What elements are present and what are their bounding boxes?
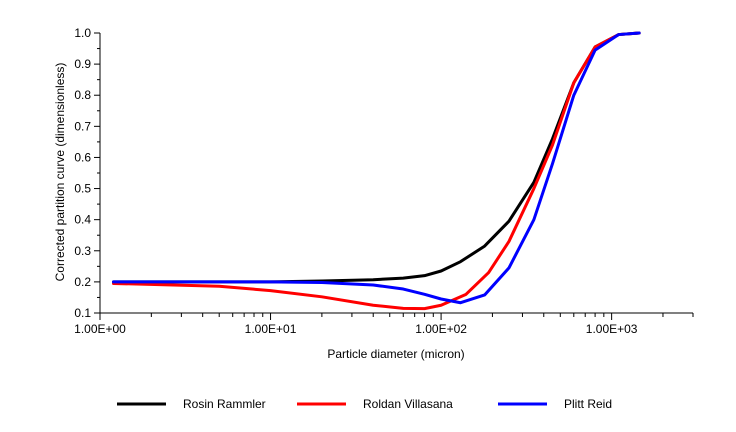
series-line-plitt-reid [112,31,641,305]
ticks: 0.1 0.2 0.3 0.4 0.5 0.6 0.7 0.8 0.9 1.0 1.00E+00 1.… [74,26,694,336]
legend: Rosin Rammler Roldan Villasana Plitt Reid [117,397,612,411]
y-tick-label: 0.8 [74,88,91,102]
y-tick-label: 1.0 [74,26,91,40]
y-tick-label: 0.6 [74,150,91,164]
x-tick-label: 1.00E+00 [74,322,126,336]
axes [99,33,693,314]
legend-label-plitt-reid: Plitt Reid [564,397,612,411]
legend-label-rosin-rammler: Rosin Rammler [183,397,266,411]
series-lines [112,31,641,311]
y-tick-label: 0.9 [74,57,91,71]
y-tick-label: 0.7 [74,119,91,133]
series-line-roldan-villasana [112,31,641,311]
legend-label-roldan-villasana: Roldan Villasana [363,397,453,411]
y-tick-label: 0.4 [74,213,91,227]
x-tick-label: 1.00E+01 [245,322,297,336]
y-tick-label: 0.1 [74,306,91,320]
y-tick-label: 0.2 [74,275,91,289]
y-tick-label: 0.3 [74,244,91,258]
y-axis-title: Corrected partition curve (dimensionless… [53,63,67,282]
x-tick-label: 1.00E+03 [586,322,638,336]
series-line-rosin-rammler [112,31,641,284]
x-axis-title: Particle diameter (micron) [327,347,464,361]
x-tick-label: 1.00E+02 [415,322,467,336]
y-tick-label: 0.5 [74,182,91,196]
